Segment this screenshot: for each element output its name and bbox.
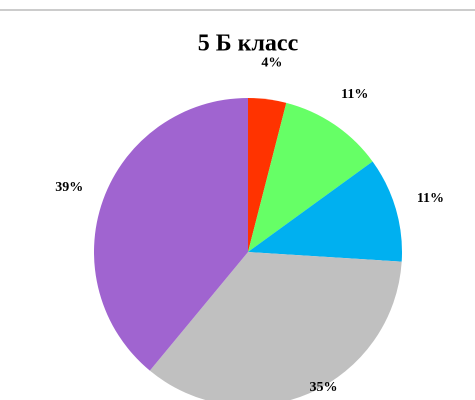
data-label: 11% (417, 191, 444, 206)
data-label: 11% (341, 87, 368, 102)
data-label: 4% (261, 56, 282, 71)
pie-slice (248, 102, 373, 252)
pie-slice (93, 98, 248, 371)
pie-slice (248, 161, 402, 262)
data-label: 35% (309, 380, 337, 395)
chart-title: 5 Б класс (198, 31, 299, 57)
pie-slice (248, 98, 287, 252)
data-label: 39% (55, 180, 83, 195)
pie-slice (149, 252, 402, 400)
